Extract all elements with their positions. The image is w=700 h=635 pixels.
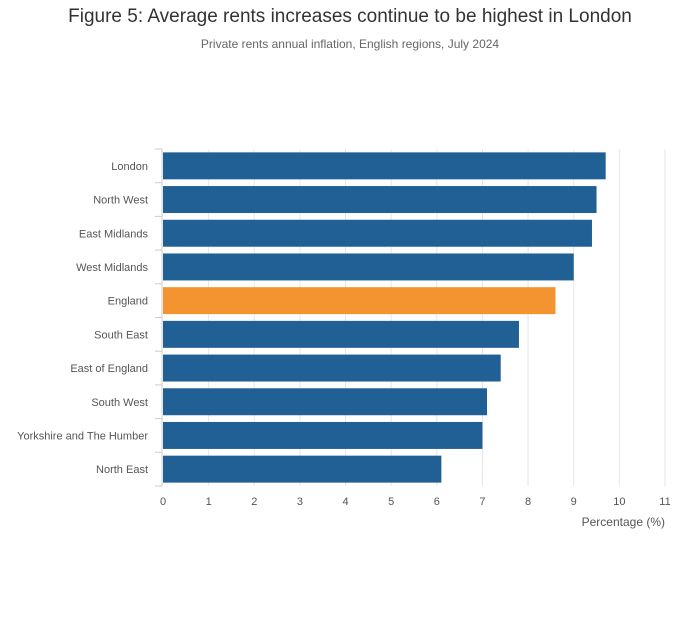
- bar-west-midlands[interactable]: [163, 253, 574, 281]
- bar-north-west[interactable]: [163, 186, 597, 214]
- x-tick-label: 8: [525, 496, 531, 508]
- x-tick-label: 11: [659, 496, 670, 508]
- x-tick-label: 9: [571, 496, 577, 508]
- category-label: South East: [94, 329, 148, 341]
- bar-england[interactable]: [163, 287, 556, 315]
- x-tick-label: 10: [613, 496, 625, 508]
- x-tick-label: 0: [160, 496, 166, 508]
- x-tick-label: 5: [388, 496, 394, 508]
- bar-south-east[interactable]: [163, 320, 519, 348]
- bars: [163, 152, 606, 483]
- bar-yorkshire-and-the-humber[interactable]: [163, 421, 483, 449]
- bar-south-west[interactable]: [163, 388, 488, 416]
- category-label: West Midlands: [76, 262, 148, 274]
- x-tick-label: 7: [479, 496, 485, 508]
- category-label: England: [108, 296, 148, 308]
- category-label: North West: [93, 195, 148, 207]
- category-label: North East: [96, 464, 148, 476]
- x-tick-label: 1: [206, 496, 212, 508]
- category-label: East Midlands: [79, 228, 149, 240]
- x-tick-labels: 0 1 2 3 4 5 6 7 8 9 10 11: [160, 496, 671, 508]
- x-tick-label: 3: [297, 496, 303, 508]
- bar-north-east[interactable]: [163, 455, 442, 483]
- x-tick-label: 2: [251, 496, 257, 508]
- category-label: South West: [91, 397, 148, 409]
- category-label: East of England: [70, 363, 148, 375]
- category-label: Yorkshire and The Humber: [17, 430, 148, 442]
- category-label: London: [111, 161, 148, 173]
- bar-london[interactable]: [163, 152, 606, 180]
- bar-east-midlands[interactable]: [163, 219, 592, 247]
- category-labels: London North West East Midlands West Midlan…: [17, 161, 148, 476]
- bar-east-of-england[interactable]: [163, 354, 501, 382]
- x-tick-label: 6: [434, 496, 440, 508]
- x-axis-title: Percentage (%): [582, 515, 665, 529]
- chart-title: Figure 5: Average rents increases contin…: [68, 6, 632, 27]
- x-tick-label: 4: [342, 496, 348, 508]
- chart-subtitle: Private rents annual inflation, English …: [200, 37, 500, 51]
